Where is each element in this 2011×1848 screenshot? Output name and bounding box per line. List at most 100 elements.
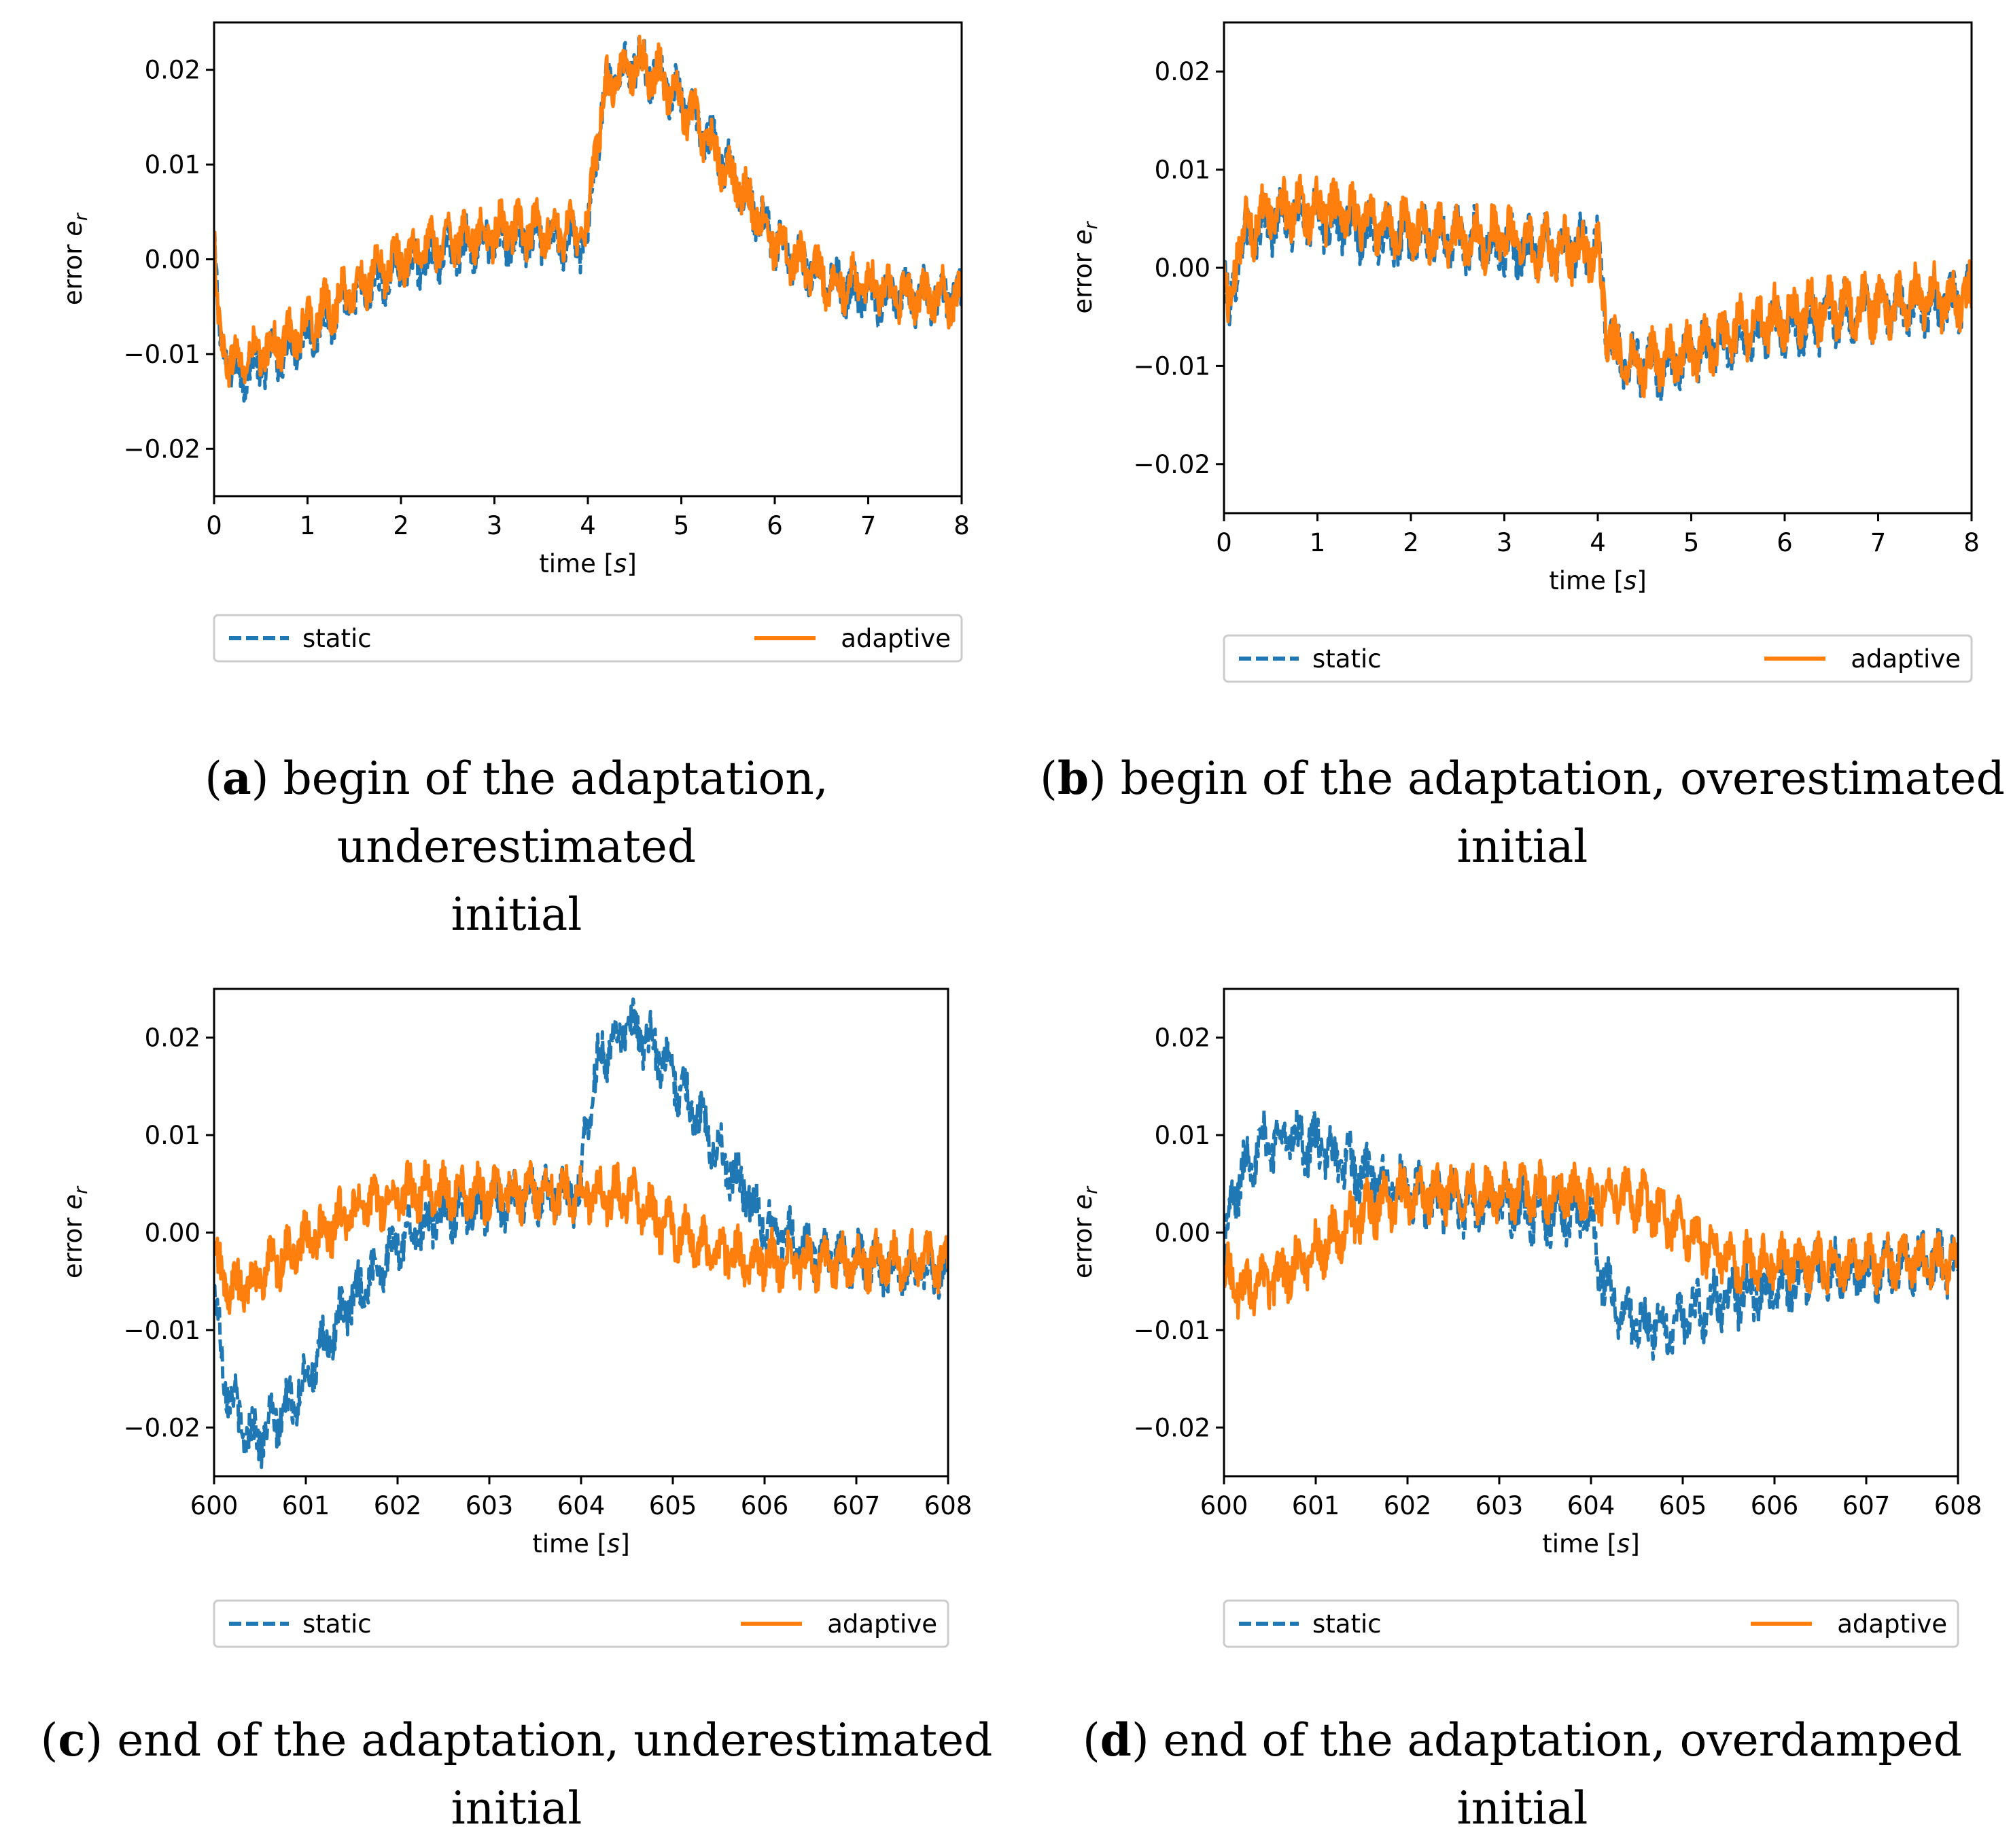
y-axis-label-symbol: e [58, 1194, 88, 1210]
legend: static adaptive [1223, 1599, 1959, 1648]
y-axis-label-subscript: r [71, 212, 92, 221]
series-line-adaptive [1224, 173, 1972, 398]
x-tick-label: 5 [674, 511, 690, 540]
x-axis-label: time [s] [532, 1529, 630, 1558]
y-tick-label: 0.00 [1155, 1219, 1210, 1248]
y-tick-label: 0.00 [1155, 254, 1210, 283]
y-tick-label: −0.02 [1134, 450, 1210, 479]
legend: static adaptive [1223, 634, 1973, 683]
y-tick-label: −0.02 [124, 434, 200, 464]
x-tick-label: 8 [954, 511, 970, 540]
y-axis-label-subscript: r [71, 1185, 92, 1194]
y-tick-label: −0.01 [124, 1316, 200, 1345]
x-tick-label: 3 [487, 511, 503, 540]
y-tick-label: 0.02 [1155, 57, 1210, 86]
x-tick-label: 2 [1403, 528, 1419, 557]
axes-frame [1223, 21, 1973, 515]
x-tick-label: 7 [1870, 528, 1887, 557]
y-axis-label: error er [1068, 1185, 1102, 1278]
panel-b: 0 1 2 3 4 5 6 7 8 −0.02 −0.01 0.00 0.01 0.02 time [s] e… [1068, 21, 1980, 683]
x-tick-label: 3 [1497, 528, 1513, 557]
caption-a: (a) begin of the adaptation, underestima… [205, 752, 828, 941]
caption-b: (b) begin of the adaptation, overestimat… [1040, 752, 2005, 873]
x-tick-label: 4 [1590, 528, 1606, 557]
x-tick-label: 2 [393, 511, 409, 540]
panel-c: 600 601 602 603 604 605 606 607 608 −0.02 −0.01 0.0… [58, 988, 972, 1648]
x-tick-label: 604 [1567, 1491, 1615, 1520]
x-tick-label: 604 [557, 1491, 606, 1520]
x-tick-label: 7 [860, 511, 877, 540]
x-tick-label: 1 [1310, 528, 1326, 557]
y-axis-label-subscript: r [1081, 221, 1102, 230]
x-axis-label-unit: s [1617, 1529, 1630, 1558]
legend-static-label: static [302, 624, 372, 653]
y-tick-label: 0.01 [1155, 156, 1210, 185]
legend-adaptive-label: adaptive [841, 624, 951, 653]
x-tick-label: 606 [741, 1491, 789, 1520]
x-axis-label-unit: s [1624, 566, 1637, 595]
x-axis-label-text: time [ [1549, 566, 1624, 595]
x-axis-label-text: ] [1637, 566, 1646, 595]
y-axis-label-text: error [58, 237, 88, 305]
y-axis-label-symbol: e [1068, 1194, 1098, 1210]
y-axis-label-text: error [1068, 1210, 1098, 1278]
y-tick-label: −0.01 [124, 340, 200, 369]
y-tick-label: 0.00 [145, 245, 200, 275]
y-tick-label: −0.02 [124, 1413, 200, 1442]
x-tick-label: 0 [206, 511, 222, 540]
series-line-adaptive [214, 1159, 948, 1315]
x-tick-label: 606 [1751, 1491, 1799, 1520]
legend-static-label: static [302, 1609, 372, 1639]
y-axis-label-text: error [58, 1210, 88, 1278]
x-axis-label-text: ] [620, 1529, 629, 1558]
x-axis-label-text: time [ [1542, 1529, 1617, 1558]
caption-d: (d) end of the adaptation, overdamped ini… [1083, 1713, 1962, 1834]
x-tick-label: 8 [1963, 528, 1980, 557]
x-axis-label: time [s] [1542, 1529, 1640, 1558]
x-tick-label: 1 [300, 511, 316, 540]
x-tick-label: 6 [767, 511, 783, 540]
legend-frame [213, 614, 963, 663]
y-tick-label: −0.01 [1134, 1316, 1210, 1345]
x-axis-label: time [s] [539, 549, 637, 578]
legend-frame [1223, 1599, 1959, 1648]
x-tick-label: 605 [1659, 1491, 1707, 1520]
y-axis-label-text: error [1068, 245, 1098, 313]
legend-frame [1223, 634, 1973, 683]
x-tick-label: 0 [1216, 528, 1232, 557]
x-tick-label: 602 [1384, 1491, 1432, 1520]
x-tick-label: 601 [1292, 1491, 1340, 1520]
x-axis-label-unit: s [614, 549, 627, 578]
x-tick-label: 600 [1200, 1491, 1248, 1520]
x-tick-label: 601 [282, 1491, 330, 1520]
y-tick-label: 0.01 [145, 1121, 200, 1150]
y-tick-label: 0.02 [145, 1024, 200, 1053]
caption-c: (c) end of the adaptation, underestimate… [40, 1713, 993, 1834]
y-tick-label: 0.01 [145, 150, 200, 179]
panel-a: 0 1 2 3 4 5 6 7 8 −0.02 −0.01 0.00 0.01 0.02 time [s] e… [58, 21, 970, 663]
legend-frame [213, 1599, 949, 1648]
x-tick-label: 4 [580, 511, 596, 540]
legend-static-label: static [1312, 644, 1382, 674]
x-axis-label-text: time [ [539, 549, 614, 578]
series-line-adaptive [1224, 1158, 1958, 1320]
x-axis-label-text: time [ [532, 1529, 607, 1558]
legend-adaptive-label: adaptive [1851, 644, 1961, 674]
y-axis-label-subscript: r [1081, 1185, 1102, 1194]
x-tick-label: 605 [649, 1491, 697, 1520]
x-tick-label: 5 [1683, 528, 1700, 557]
legend-adaptive-label: adaptive [1837, 1609, 1947, 1639]
x-tick-label: 602 [374, 1491, 422, 1520]
y-tick-label: 0.00 [145, 1219, 200, 1248]
x-tick-label: 607 [1842, 1491, 1891, 1520]
legend: static adaptive [213, 614, 963, 663]
axes-frame [213, 21, 963, 498]
panel-d: 600 601 602 603 604 605 606 607 608 −0.02 −0.01 0.0… [1068, 988, 1982, 1648]
x-axis-label: time [s] [1549, 566, 1647, 595]
x-tick-label: 600 [190, 1491, 239, 1520]
x-tick-label: 607 [833, 1491, 881, 1520]
x-tick-label: 603 [1475, 1491, 1524, 1520]
y-axis-label: error er [58, 212, 92, 305]
y-axis-label-symbol: e [1068, 230, 1098, 245]
